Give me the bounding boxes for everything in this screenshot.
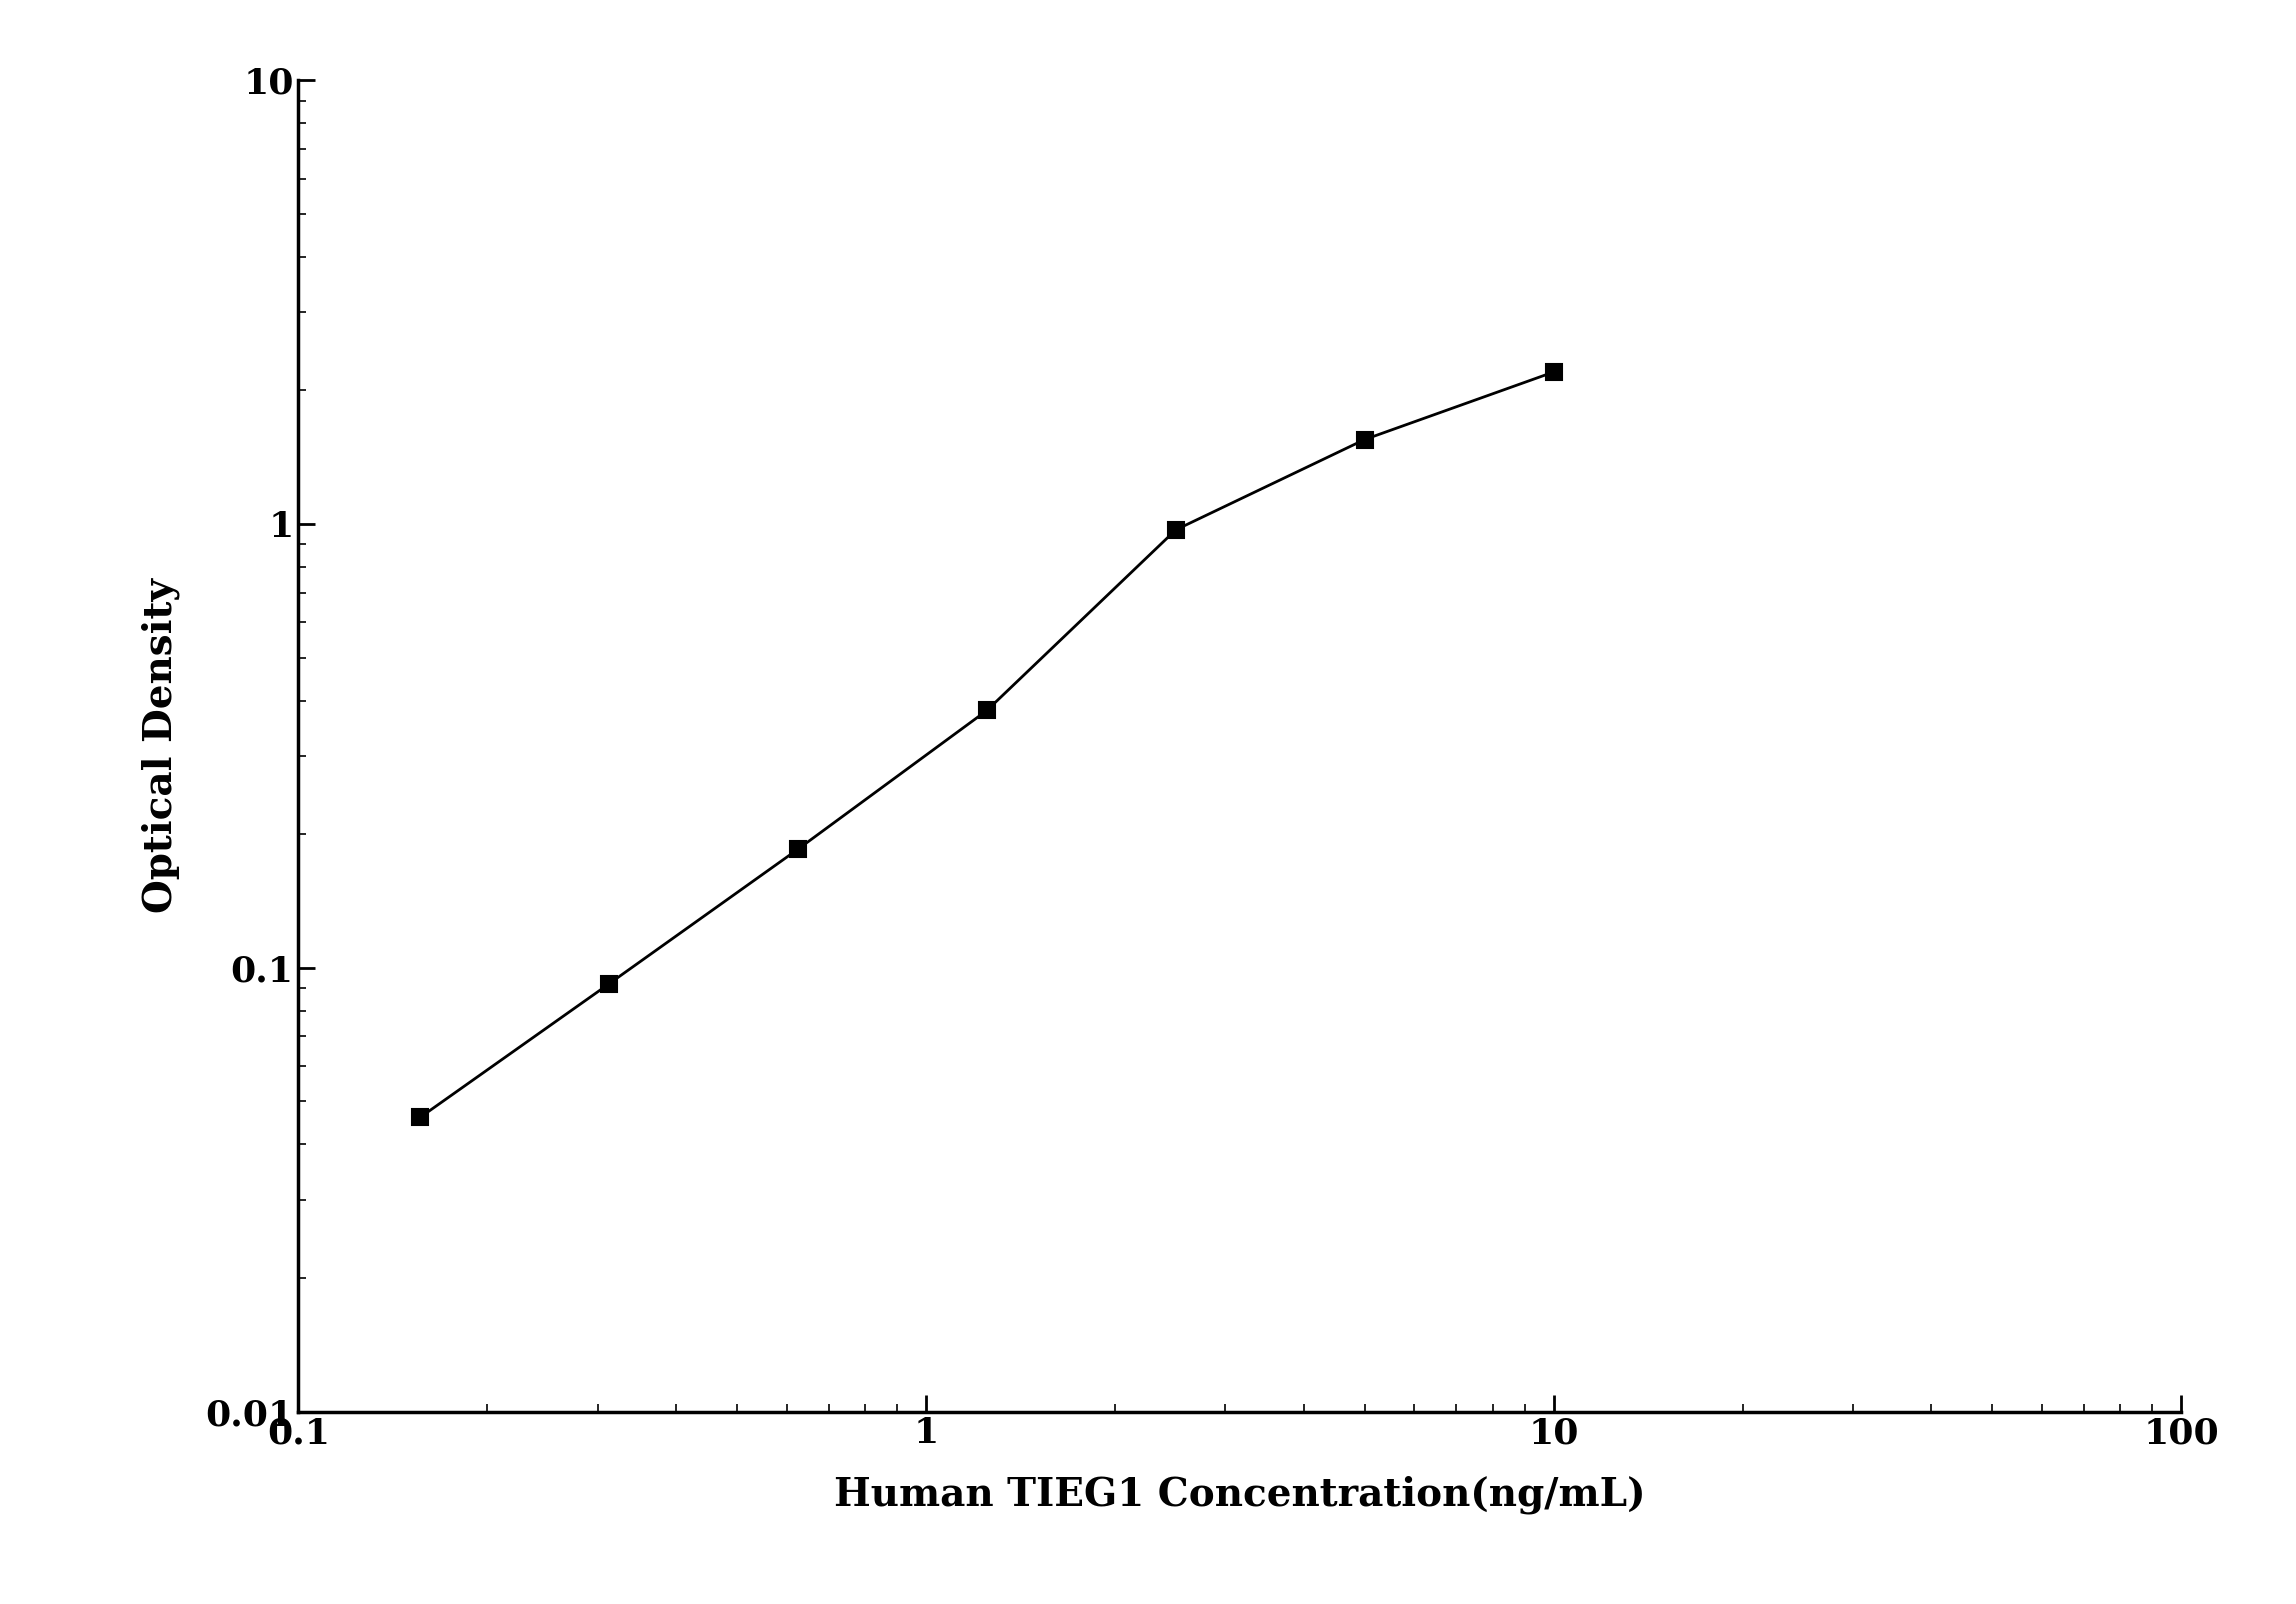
X-axis label: Human TIEG1 Concentration(ng/mL): Human TIEG1 Concentration(ng/mL) xyxy=(833,1476,1646,1514)
Y-axis label: Optical Density: Optical Density xyxy=(142,579,181,913)
